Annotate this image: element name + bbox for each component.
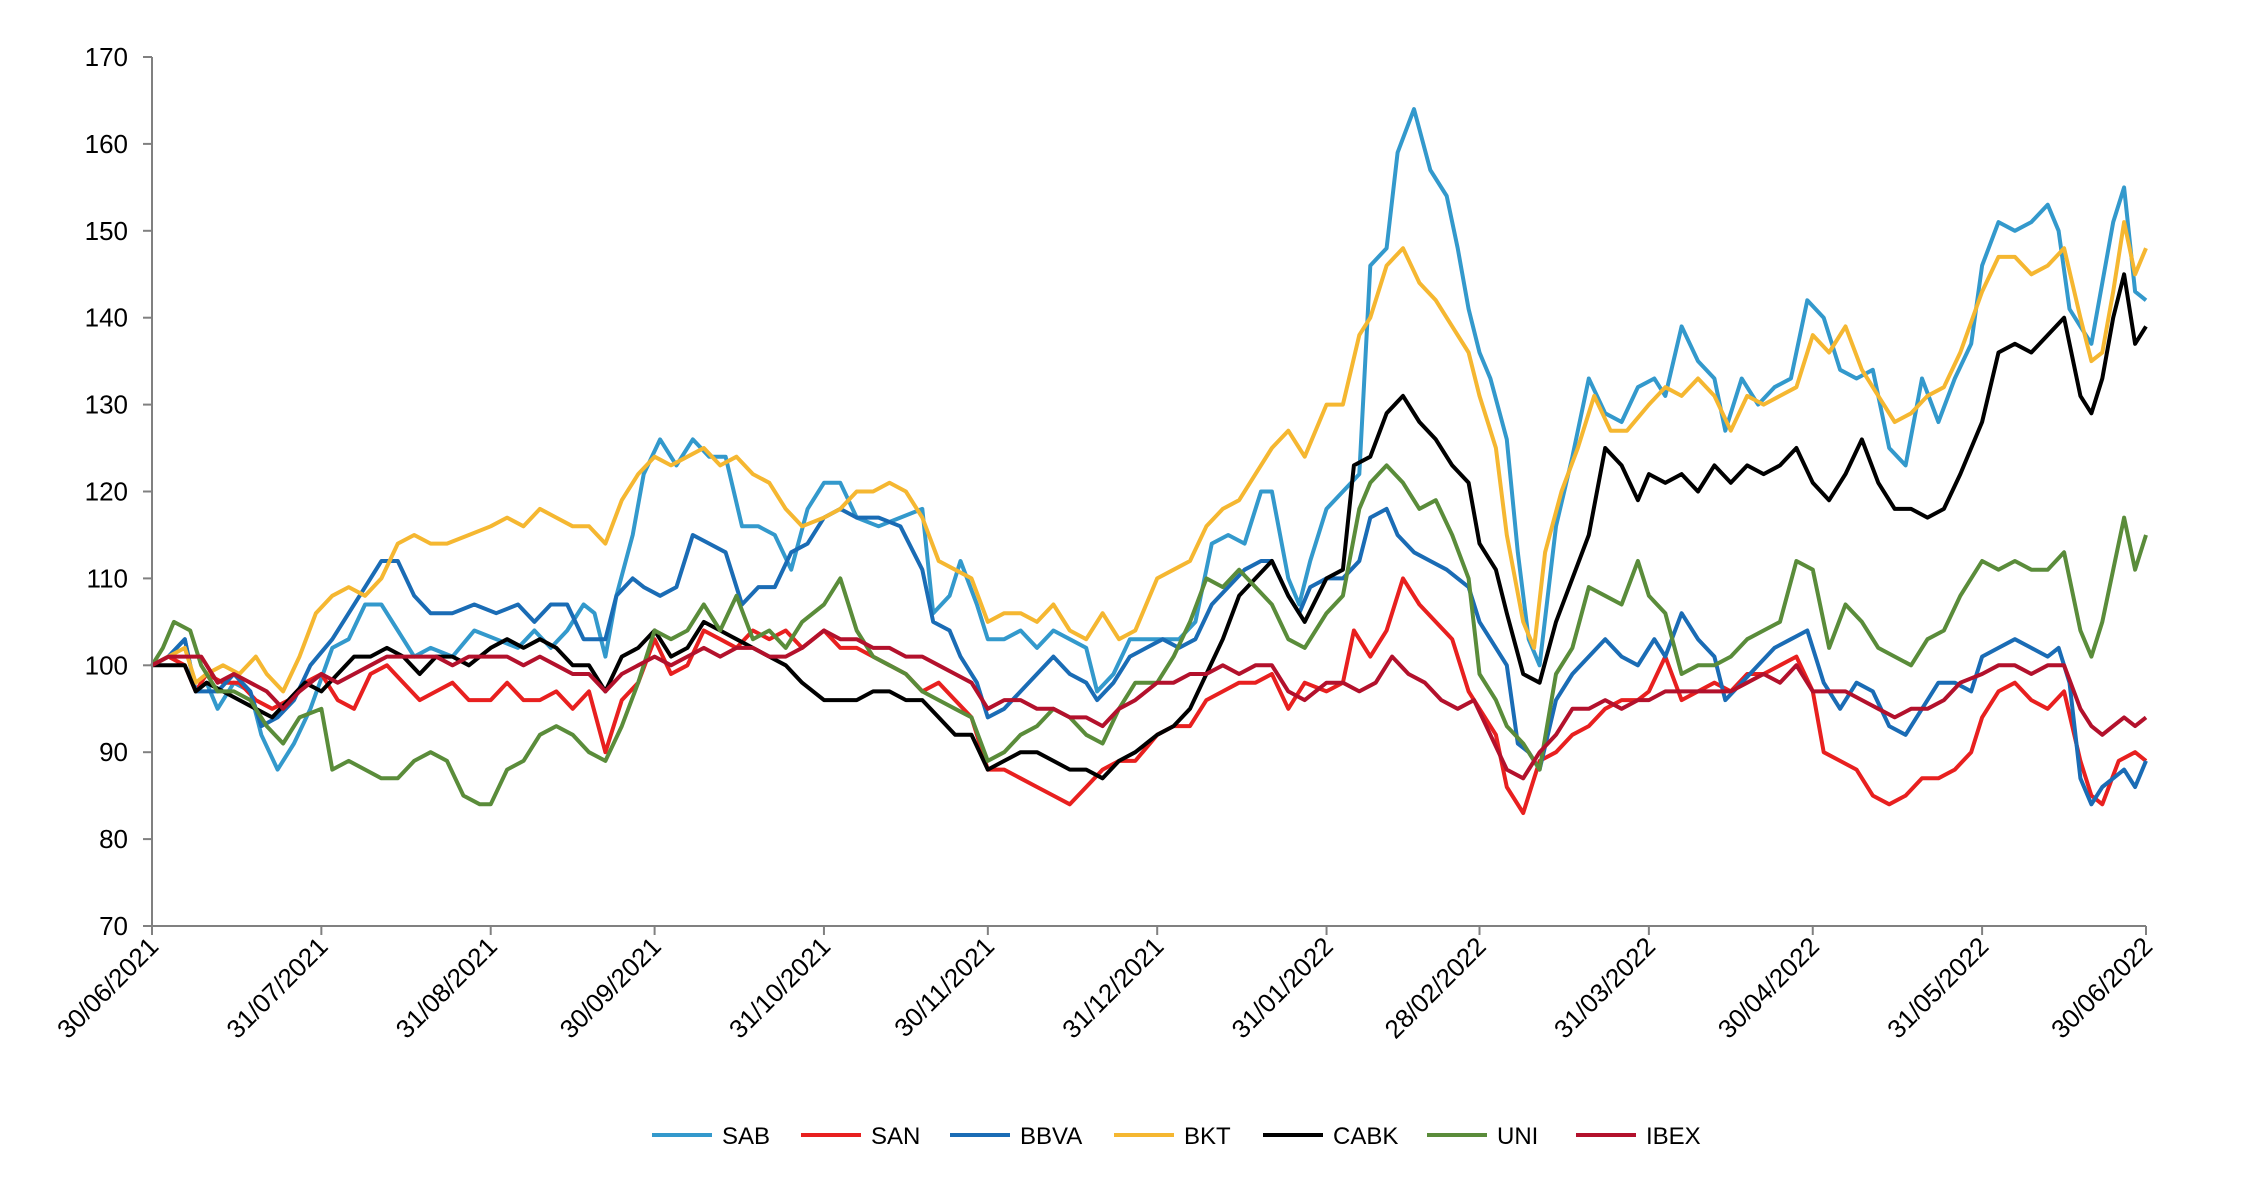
legend-item-cabk: CABK [1263, 1123, 1398, 1150]
x-tick-label: 31/03/2022 [1548, 931, 1661, 1044]
y-tick-label: 150 [85, 216, 128, 246]
series-line-uni [150, 463, 2148, 807]
legend-label: BKT [1184, 1123, 1231, 1150]
legend-item-bkt: BKT [1114, 1123, 1231, 1150]
legend-item-sab: SAB [652, 1123, 770, 1150]
legend-item-san: SAN [801, 1123, 920, 1150]
y-tick-label: 80 [99, 824, 128, 854]
x-tick-label: 28/02/2022 [1379, 931, 1492, 1044]
x-tick-label: 31/12/2021 [1056, 931, 1169, 1044]
series-line-bkt [151, 220, 2148, 694]
axes [143, 56, 2147, 935]
x-tick-label: 30/06/2021 [51, 931, 164, 1044]
legend-label: SAN [871, 1123, 920, 1150]
legend-item-uni: UNI [1427, 1123, 1538, 1150]
x-tick-label: 30/11/2021 [888, 931, 1000, 1043]
x-tick-label: 31/05/2022 [1881, 931, 1994, 1044]
y-tick-label: 120 [85, 477, 128, 507]
x-axis-tick-labels: 30/06/2021 31/07/2021 31/08/2021 30/09/2021… [51, 931, 2158, 1044]
series-line-bbva [151, 506, 2148, 807]
legend-label: IBEX [1646, 1123, 1701, 1150]
series-line-cabk [152, 272, 2148, 781]
legend-item-bbva: BBVA [950, 1123, 1082, 1150]
y-tick-label: 130 [85, 390, 128, 420]
legend-label: CABK [1333, 1123, 1398, 1150]
y-tick-label: 160 [85, 129, 128, 159]
legend: SAB SAN BBVA BKT CABK UNI IBEX [652, 1123, 1701, 1150]
y-tick-label: 140 [85, 303, 128, 333]
series-line-ibex [151, 628, 2148, 781]
x-tick-label: 30/06/2022 [2045, 931, 2158, 1044]
x-tick-label: 30/09/2021 [554, 931, 667, 1044]
series-lines [150, 107, 2148, 815]
y-tick-label: 90 [99, 737, 128, 767]
legend-item-ibex: IBEX [1576, 1123, 1701, 1150]
y-tick-label: 170 [85, 42, 128, 72]
legend-label: SAB [722, 1123, 770, 1150]
x-tick-label: 30/04/2022 [1712, 931, 1825, 1044]
y-tick-label: 70 [99, 911, 128, 941]
y-tick-label: 110 [87, 563, 128, 593]
y-axis-tick-labels: 70 80 90 100 110 120 130 140 150 160 170 [85, 42, 128, 941]
x-tick-label: 31/07/2021 [220, 931, 333, 1044]
series-line-sab [151, 107, 2148, 772]
x-tick-label: 31/08/2021 [390, 931, 503, 1044]
x-tick-label: 31/01/2022 [1226, 931, 1339, 1044]
legend-label: UNI [1497, 1123, 1538, 1150]
y-tick-label: 100 [85, 650, 128, 680]
legend-label: BBVA [1020, 1123, 1082, 1150]
x-tick-label: 31/10/2021 [723, 931, 836, 1044]
